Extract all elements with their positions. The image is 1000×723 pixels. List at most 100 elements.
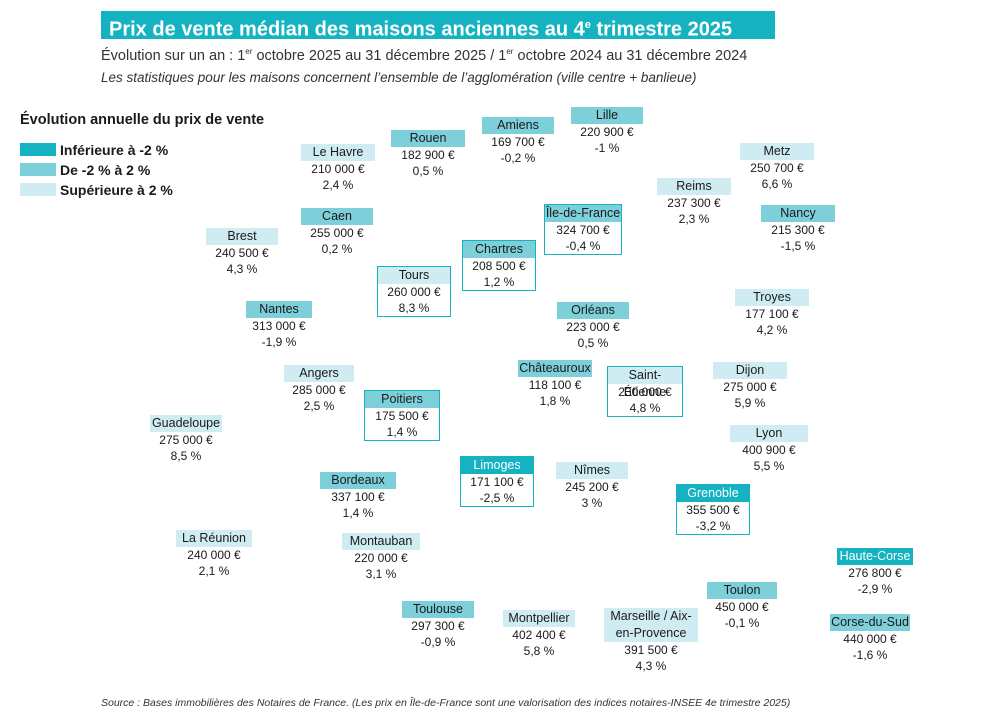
- city-name: Montpellier: [503, 610, 575, 627]
- city-name: Limoges: [461, 457, 533, 474]
- city-price: 324 700 €: [556, 223, 610, 237]
- city-change: -1,9 %: [261, 335, 297, 349]
- city-change: 1,2 %: [483, 275, 515, 289]
- legend-label: Inférieure à -2 %: [60, 142, 169, 158]
- city-name: Île-de-France: [545, 205, 621, 222]
- city-change: 4,8 %: [629, 401, 661, 415]
- city-name: Tours: [378, 267, 450, 284]
- city-caen: Caen 255 000 € 0,2 %: [301, 208, 373, 257]
- city-angers: Angers 285 000 € 2,5 %: [284, 365, 354, 414]
- map-title: Prix de vente médian des maisons ancienn…: [101, 11, 775, 41]
- city-name: Montauban: [342, 533, 420, 550]
- city-change: -0,2 %: [500, 151, 536, 165]
- city-name: Saint-Étienne: [608, 367, 682, 399]
- legend-item-high: Supérieure à 2 %: [20, 182, 173, 198]
- city-la-reunion: La Réunion 240 000 € 2,1 %: [176, 530, 252, 579]
- city-name: Lille: [571, 107, 643, 124]
- city-name: Châteauroux: [518, 360, 592, 377]
- city-ile-de-france: Île-de-France 324 700 € -0,4 %: [544, 204, 622, 255]
- city-name: Chartres: [463, 241, 535, 258]
- city-price: 182 900 €: [401, 148, 455, 162]
- city-change: 2,3 %: [678, 212, 710, 226]
- city-name: Metz: [740, 143, 814, 160]
- city-name: Le Havre: [301, 144, 375, 161]
- city-price: 220 900 €: [580, 125, 634, 139]
- city-name: Rouen: [391, 130, 465, 147]
- legend-item-low: Inférieure à -2 %: [20, 142, 168, 158]
- city-price: 208 500 €: [472, 259, 526, 273]
- legend-swatch: [20, 163, 56, 176]
- city-nancy: Nancy 215 300 € -1,5 %: [761, 205, 835, 254]
- city-change: 0,2 %: [321, 242, 353, 256]
- city-name: Corse-du-Sud: [830, 614, 910, 631]
- city-price: 118 100 €: [528, 378, 582, 392]
- city-name: Grenoble: [677, 485, 749, 502]
- city-price: 440 000 €: [843, 632, 897, 646]
- city-change: -0,1 %: [724, 616, 760, 630]
- legend-label: De -2 % à 2 %: [60, 162, 151, 178]
- legend-label: Supérieure à 2 %: [60, 182, 173, 198]
- city-change: 8,3 %: [398, 301, 430, 315]
- city-montauban: Montauban 220 000 € 3,1 %: [342, 533, 420, 582]
- city-price: 450 000 €: [715, 600, 769, 614]
- city-bordeaux: Bordeaux 337 100 € 1,4 %: [320, 472, 396, 521]
- city-name: Nancy: [761, 205, 835, 222]
- city-corse-du-sud: Corse-du-Sud 440 000 € -1,6 %: [830, 614, 910, 663]
- city-marseille: Marseille / Aix-en-Provence 391 500 € 4,3 …: [604, 608, 698, 674]
- city-reims: Reims 237 300 € 2,3 %: [657, 178, 731, 227]
- city-price: 297 300 €: [411, 619, 465, 633]
- city-price: 275 000 €: [159, 433, 213, 447]
- city-guadeloupe: Guadeloupe 275 000 € 8,5 %: [150, 415, 222, 464]
- city-price: 250 700 €: [750, 161, 804, 175]
- city-orleans: Orléans 223 000 € 0,5 %: [557, 302, 629, 351]
- city-chartres: Chartres 208 500 € 1,2 %: [462, 240, 536, 291]
- city-price: 220 000 €: [354, 551, 408, 565]
- city-price: 237 300 €: [667, 196, 721, 210]
- city-lille: Lille 220 900 € -1 %: [571, 107, 643, 156]
- city-name: Lyon: [730, 425, 808, 442]
- map-note: Les statistiques pour les maisons concer…: [101, 70, 697, 85]
- france-outline: [269, 159, 736, 599]
- city-price: 275 000 €: [723, 380, 777, 394]
- city-price: 240 500 €: [215, 246, 269, 260]
- city-price: 223 000 €: [566, 320, 620, 334]
- city-name: Reims: [657, 178, 731, 195]
- city-change: 4,2 %: [756, 323, 788, 337]
- city-change: 3 %: [581, 496, 603, 510]
- city-rouen: Rouen 182 900 € 0,5 %: [391, 130, 465, 179]
- city-change: 8,5 %: [170, 449, 202, 463]
- city-change: 4,3 %: [635, 659, 667, 673]
- city-price: 400 900 €: [742, 443, 796, 457]
- city-saint-etienne: Saint-Étienne 230 000 € 4,8 %: [607, 366, 683, 417]
- city-poitiers: Poitiers 175 500 € 1,4 %: [364, 390, 440, 441]
- city-haute-corse: Haute-Corse 276 800 € -2,9 %: [837, 548, 913, 597]
- city-change: 6,6 %: [761, 177, 793, 191]
- city-name: Nîmes: [556, 462, 628, 479]
- city-dijon: Dijon 275 000 € 5,9 %: [713, 362, 787, 411]
- city-price: 215 300 €: [771, 223, 825, 237]
- city-name: Orléans: [557, 302, 629, 319]
- city-name: Amiens: [482, 117, 554, 134]
- city-name: Troyes: [735, 289, 809, 306]
- city-name: Toulouse: [402, 601, 474, 618]
- city-tours: Tours 260 000 € 8,3 %: [377, 266, 451, 317]
- city-price: 230 000 €: [618, 385, 672, 399]
- city-change: 1,8 %: [539, 394, 571, 408]
- city-change: -2,9 %: [857, 582, 893, 596]
- city-name: Nantes: [246, 301, 312, 318]
- city-nimes: Nîmes 245 200 € 3 %: [556, 462, 628, 511]
- city-chateauroux: Châteauroux 118 100 € 1,8 %: [518, 360, 592, 409]
- city-change: -2,5 %: [479, 491, 515, 505]
- legend-swatch: [20, 183, 56, 196]
- city-name: Toulon: [707, 582, 777, 599]
- city-change: 5,9 %: [734, 396, 766, 410]
- city-change: -1,5 %: [780, 239, 816, 253]
- city-toulouse: Toulouse 297 300 € -0,9 %: [402, 601, 474, 650]
- city-price: 255 000 €: [310, 226, 364, 240]
- city-change: 1,4 %: [386, 425, 418, 439]
- city-price: 245 200 €: [565, 480, 619, 494]
- city-name: Angers: [284, 365, 354, 382]
- source-note: Source : Bases immobilières des Notaires…: [101, 697, 791, 709]
- city-price: 402 400 €: [512, 628, 566, 642]
- city-name: Haute-Corse: [837, 548, 913, 565]
